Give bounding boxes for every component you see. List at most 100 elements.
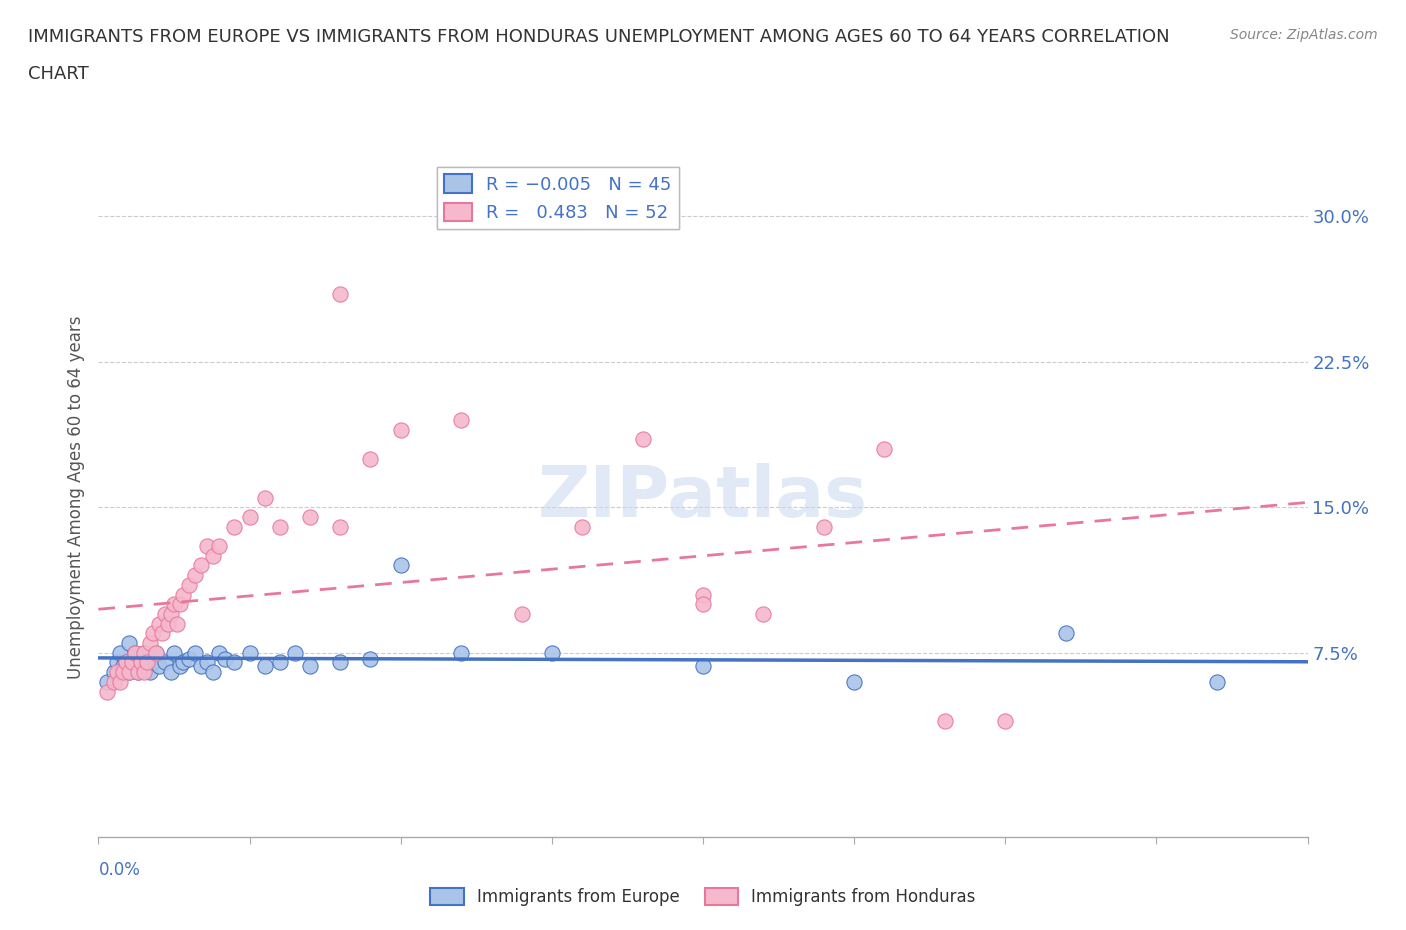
Point: [994, 713, 1017, 728]
Point: [160, 665, 183, 680]
Point: [121, 655, 143, 670]
Text: 0.0%: 0.0%: [98, 861, 141, 879]
Point: [166, 617, 188, 631]
Point: [172, 587, 194, 602]
Point: [105, 665, 128, 680]
Point: [172, 655, 194, 670]
Point: [145, 645, 167, 660]
Point: [169, 597, 191, 612]
Point: [1054, 626, 1077, 641]
Text: CHART: CHART: [28, 65, 89, 83]
Point: [253, 658, 276, 673]
Point: [284, 645, 307, 660]
Point: [360, 651, 382, 666]
Point: [239, 645, 262, 660]
Point: [127, 665, 149, 680]
Point: [163, 597, 186, 612]
Point: [329, 286, 352, 301]
Point: [269, 655, 291, 670]
Point: [692, 597, 714, 612]
Point: [111, 658, 134, 673]
Point: [692, 587, 714, 602]
Point: [299, 510, 322, 525]
Point: [132, 665, 155, 680]
Point: [195, 538, 218, 553]
Point: [631, 432, 654, 446]
Point: [224, 655, 246, 670]
Point: [132, 645, 155, 660]
Point: [96, 674, 118, 689]
Point: [148, 658, 170, 673]
Point: [1206, 674, 1229, 689]
Point: [153, 655, 176, 670]
Point: [129, 655, 152, 670]
Point: [96, 684, 118, 699]
Point: [202, 549, 225, 564]
Point: [184, 567, 207, 582]
Point: [844, 674, 866, 689]
Point: [103, 665, 125, 680]
Point: [389, 558, 412, 573]
Point: [269, 519, 291, 534]
Point: [329, 655, 352, 670]
Point: [177, 578, 201, 592]
Point: [139, 635, 162, 650]
Point: [177, 651, 201, 666]
Point: [118, 665, 141, 680]
Point: [190, 558, 212, 573]
Legend: Immigrants from Europe, Immigrants from Honduras: Immigrants from Europe, Immigrants from …: [423, 881, 983, 912]
Point: [239, 510, 262, 525]
Legend: R = −0.005   N = 45, R =   0.483   N = 52: R = −0.005 N = 45, R = 0.483 N = 52: [437, 167, 679, 230]
Y-axis label: Unemployment Among Ages 60 to 64 years: Unemployment Among Ages 60 to 64 years: [66, 316, 84, 679]
Point: [195, 655, 218, 670]
Point: [135, 658, 157, 673]
Point: [190, 658, 212, 673]
Point: [540, 645, 562, 660]
Point: [510, 606, 533, 621]
Point: [752, 606, 775, 621]
Point: [299, 658, 322, 673]
Point: [111, 665, 134, 680]
Point: [108, 674, 131, 689]
Point: [873, 442, 896, 457]
Point: [105, 655, 128, 670]
Point: [132, 645, 155, 660]
Point: [208, 538, 231, 553]
Point: [202, 665, 225, 680]
Point: [145, 645, 167, 660]
Point: [103, 674, 125, 689]
Text: Source: ZipAtlas.com: Source: ZipAtlas.com: [1230, 28, 1378, 42]
Text: ZIPatlas: ZIPatlas: [538, 463, 868, 532]
Point: [450, 645, 472, 660]
Point: [135, 655, 157, 670]
Point: [108, 645, 131, 660]
Point: [160, 606, 183, 621]
Point: [114, 655, 136, 670]
Point: [253, 490, 276, 505]
Point: [214, 651, 236, 666]
Point: [329, 519, 352, 534]
Point: [142, 655, 165, 670]
Point: [450, 413, 472, 428]
Point: [129, 655, 152, 670]
Point: [360, 451, 382, 466]
Point: [153, 606, 176, 621]
Point: [124, 645, 146, 660]
Point: [118, 635, 141, 650]
Point: [121, 655, 143, 670]
Point: [139, 665, 162, 680]
Point: [571, 519, 593, 534]
Point: [124, 645, 146, 660]
Point: [127, 665, 149, 680]
Point: [208, 645, 231, 660]
Point: [389, 422, 412, 437]
Point: [169, 658, 191, 673]
Point: [813, 519, 835, 534]
Point: [114, 655, 136, 670]
Point: [224, 519, 246, 534]
Point: [118, 665, 141, 680]
Point: [692, 658, 714, 673]
Point: [156, 617, 179, 631]
Text: IMMIGRANTS FROM EUROPE VS IMMIGRANTS FROM HONDURAS UNEMPLOYMENT AMONG AGES 60 TO: IMMIGRANTS FROM EUROPE VS IMMIGRANTS FRO…: [28, 28, 1170, 46]
Point: [148, 617, 170, 631]
